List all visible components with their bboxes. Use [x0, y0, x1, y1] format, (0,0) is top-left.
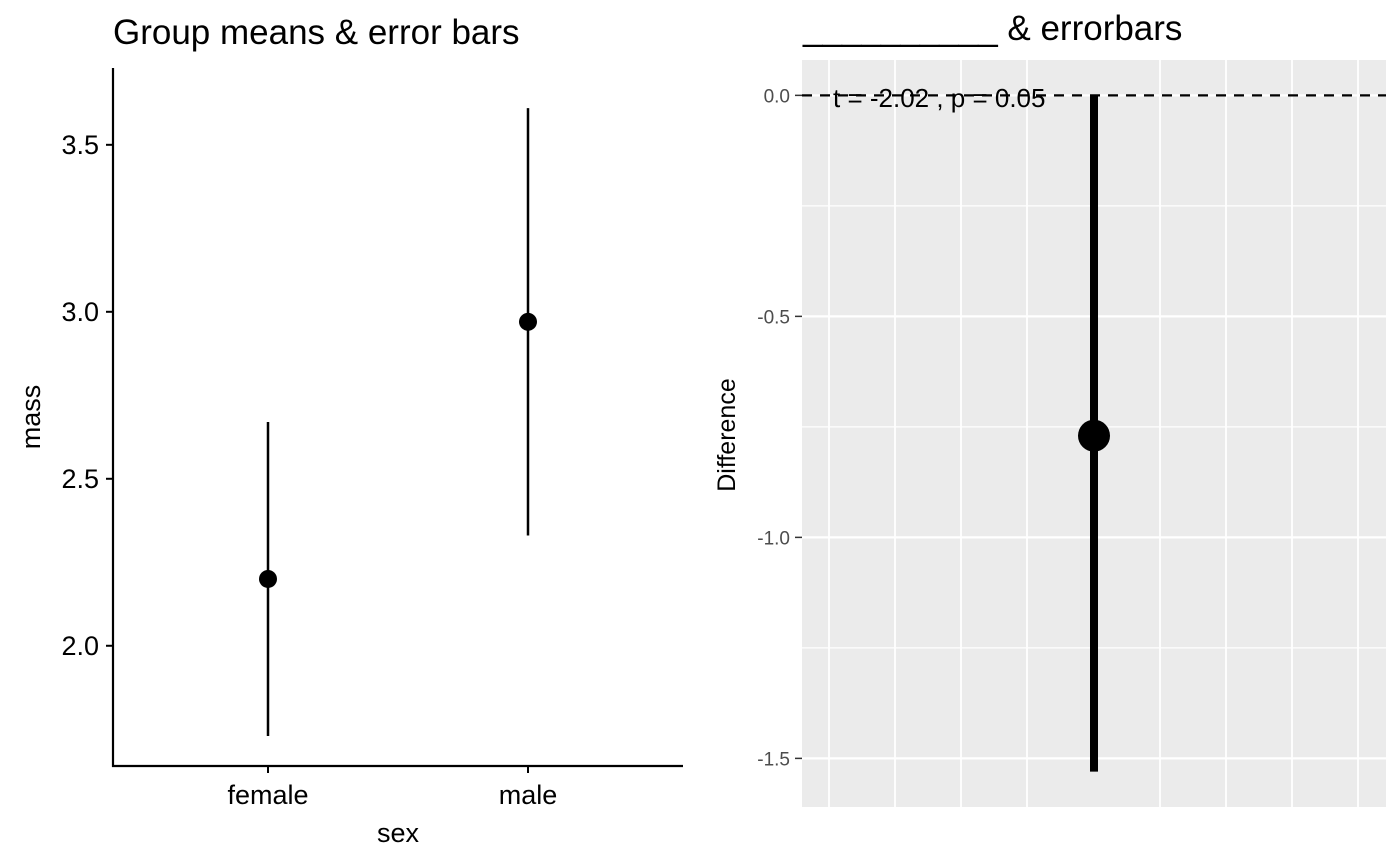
right-y-tick-label: -1.0: [757, 528, 790, 549]
left-chart-title: Group means & error bars: [113, 13, 520, 52]
left-y-axis-title: mass: [16, 385, 46, 450]
left-chart-panel: Group means & error bars 2.0 2.5 3.0 3.5 fe…: [16, 13, 683, 848]
left-mean-point: [259, 569, 277, 588]
left-x-axis-title: sex: [377, 818, 420, 848]
left-mean-point: [519, 312, 537, 331]
right-marks: [1078, 95, 1110, 772]
left-marks: [259, 108, 537, 736]
left-x-ticks: female male: [227, 766, 557, 810]
right-chart-title: __________ & errorbars: [802, 9, 1182, 48]
right-y-tick-label: -0.5: [757, 307, 790, 328]
left-x-tick-label: male: [499, 780, 558, 810]
right-y-tick-label: 0.0: [764, 86, 790, 107]
right-y-tick-label: -1.5: [757, 749, 790, 770]
right-chart-panel: __________ & errorbars 0.0 -0.5 -1.0 -1.5 t…: [713, 9, 1386, 807]
right-y-ticks: 0.0 -0.5 -1.0 -1.5: [757, 86, 802, 770]
test-statistic-annotation: t = -2.02 , p = 0.05: [833, 83, 1045, 113]
left-y-tick-label: 2.0: [61, 631, 99, 661]
left-x-tick-label: female: [227, 780, 308, 810]
left-y-ticks: 2.0 2.5 3.0 3.5: [61, 130, 113, 661]
right-y-axis-title: Difference: [713, 378, 741, 492]
left-y-tick-label: 3.5: [61, 130, 99, 160]
difference-point: [1078, 419, 1110, 452]
left-y-tick-label: 3.0: [61, 297, 99, 327]
left-y-tick-label: 2.5: [61, 464, 99, 494]
